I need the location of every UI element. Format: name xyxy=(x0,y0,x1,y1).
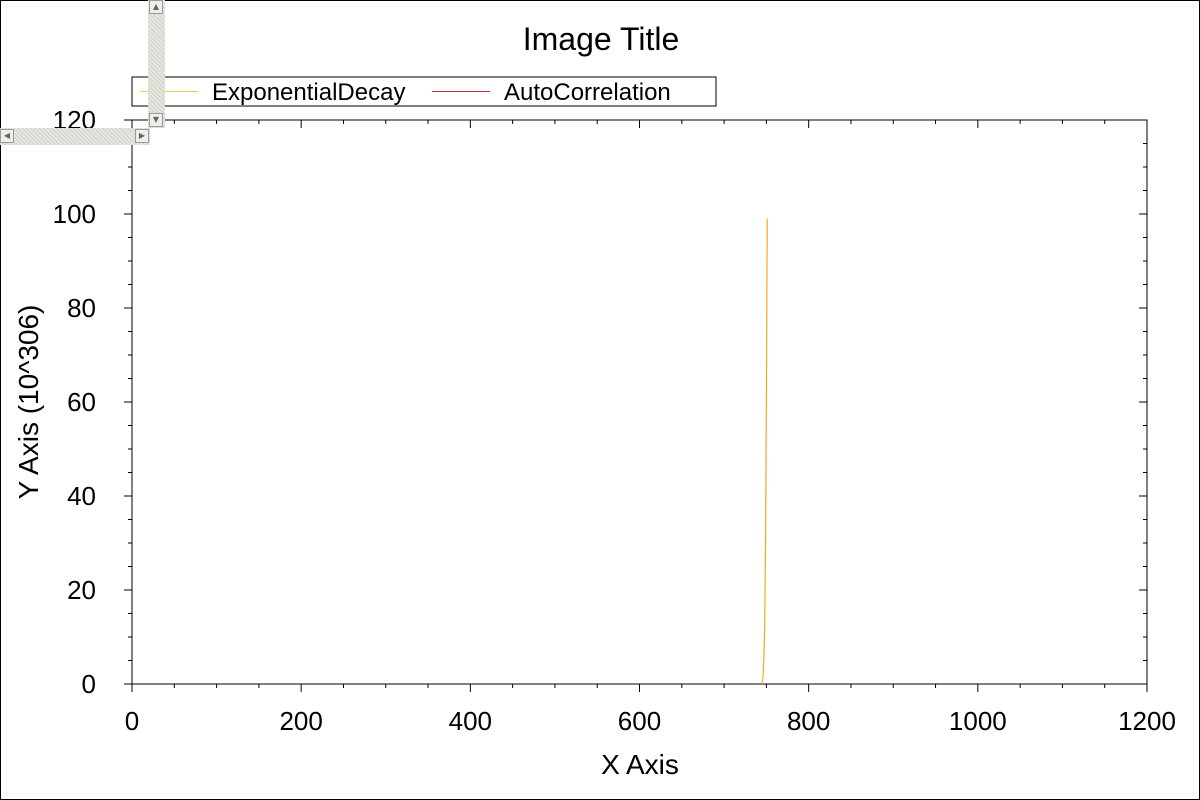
legend: ExponentialDecay AutoCorrelation xyxy=(131,76,717,107)
y-tick-label: 0 xyxy=(82,669,96,699)
horizontal-scrollbar[interactable]: ◀ ▶ xyxy=(0,128,150,145)
legend-label-exponentialdecay: ExponentialDecay xyxy=(212,79,405,106)
series-layer xyxy=(761,218,768,685)
x-tick-label: 600 xyxy=(618,706,661,736)
y-tick-label: 60 xyxy=(67,387,96,417)
y-tick-label: 20 xyxy=(67,575,96,605)
x-tick-label: 400 xyxy=(449,706,492,736)
scroll-down-arrow-icon[interactable]: ▼ xyxy=(149,113,163,127)
legend-label-autocorrelation: AutoCorrelation xyxy=(504,79,671,106)
x-axis-label: X Axis xyxy=(601,749,679,780)
scroll-left-arrow-icon[interactable]: ◀ xyxy=(0,129,14,143)
x-tick-label: 0 xyxy=(125,706,139,736)
scroll-right-arrow-icon[interactable]: ▶ xyxy=(135,129,149,143)
vertical-scrollbar[interactable]: ▲ ▼ xyxy=(148,0,165,128)
scroll-up-arrow-icon[interactable]: ▲ xyxy=(149,0,163,14)
x-tick-label: 800 xyxy=(787,706,830,736)
y-tick-label: 100 xyxy=(53,199,96,229)
y-axis-label: Y Axis (10^306) xyxy=(13,305,44,500)
series-line-exponentialdecay xyxy=(761,218,768,685)
y-tick-label: 80 xyxy=(67,293,96,323)
legend-box xyxy=(131,76,717,107)
y-tick-label: 40 xyxy=(67,481,96,511)
x-tick-label: 1000 xyxy=(949,706,1007,736)
plot-area xyxy=(131,119,1148,685)
chart-title: Image Title xyxy=(523,21,680,57)
x-tick-label: 1200 xyxy=(1118,706,1176,736)
x-tick-label: 200 xyxy=(279,706,322,736)
